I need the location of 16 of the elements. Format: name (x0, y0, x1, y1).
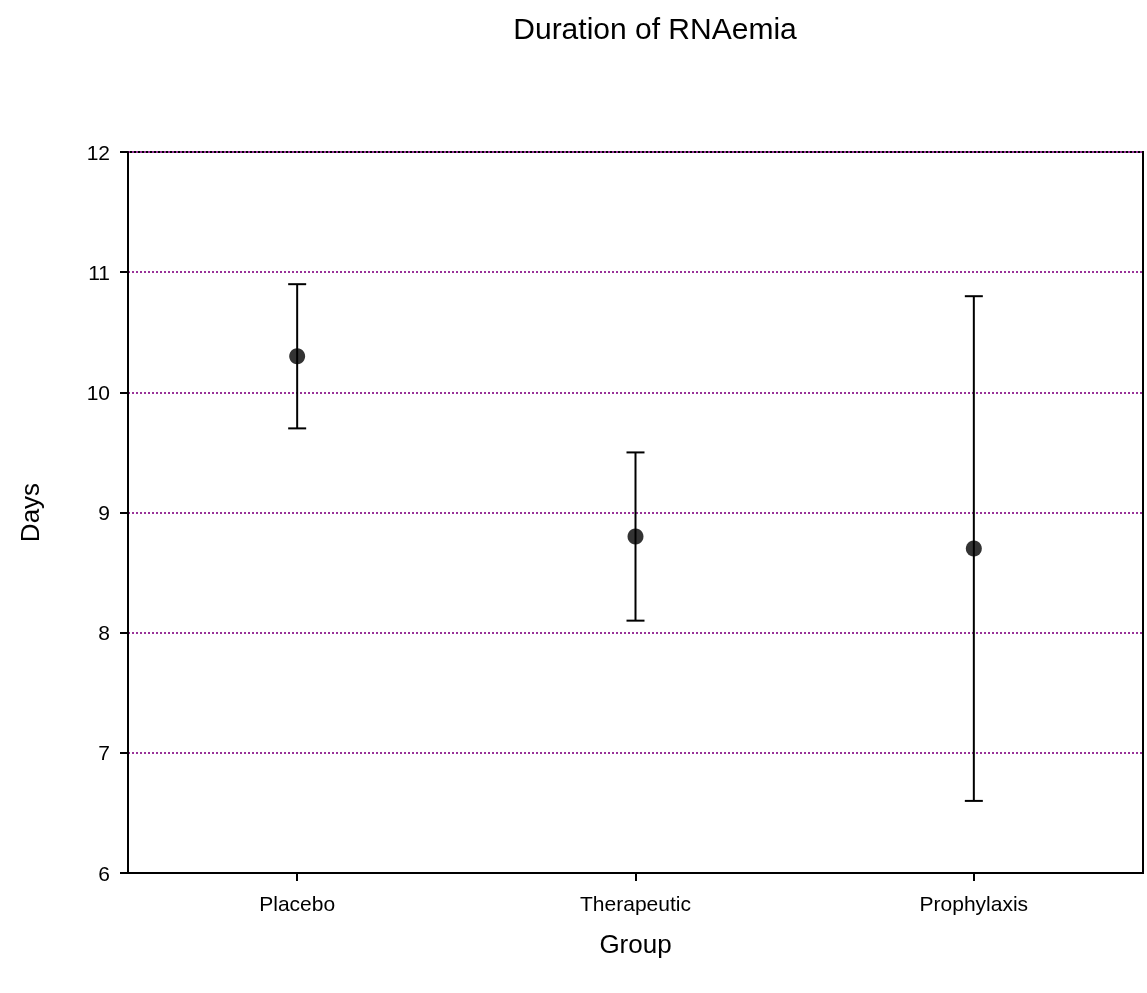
x-tick-label: Prophylaxis (919, 892, 1029, 915)
x-tick-label: Therapeutic (580, 892, 691, 915)
chart-title: Duration of RNAemia (513, 11, 798, 45)
x-tick-label: Placebo (259, 892, 336, 915)
y-tick-label: 7 (98, 741, 110, 765)
y-tick-label: 9 (98, 501, 110, 524)
x-axis-title: Group (599, 929, 672, 959)
y-tick-label: 8 (98, 621, 110, 645)
y-tick-label: 12 (86, 140, 110, 164)
point (289, 348, 306, 365)
y-tick-label: 10 (86, 380, 110, 404)
y-axis-title: Days (15, 482, 45, 543)
y-tick-label: 11 (88, 260, 110, 284)
y-tick-label: 6 (98, 861, 110, 885)
point (965, 540, 982, 557)
point (627, 528, 644, 545)
